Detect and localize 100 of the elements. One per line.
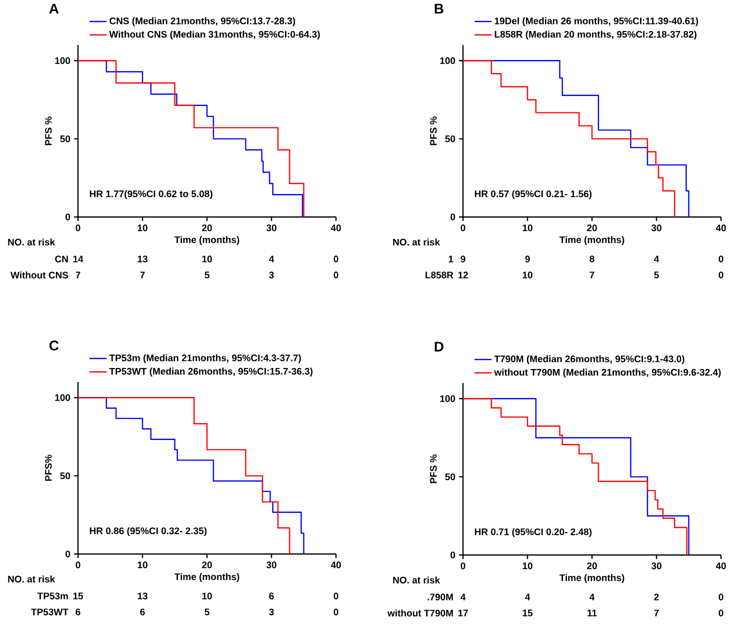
text: 7: [76, 272, 80, 278]
y-axis-title: PFS %: [430, 116, 437, 146]
x-tick-label: 30: [266, 562, 276, 568]
y-tick-label: 50: [60, 472, 70, 480]
legend-label: TP53m (Median 21months, 95%CI:4.3-37.7): [109, 354, 301, 364]
legend-label: T790M (Median 26months, 95%CI:9.1-43.0): [494, 355, 684, 364]
x-tick-label: 0: [460, 562, 466, 570]
text: 17: [458, 610, 468, 616]
text: 14: [73, 256, 84, 262]
text: 5: [204, 272, 210, 278]
x-tick-label: 30: [651, 224, 662, 232]
x-axis-title: Time (months): [174, 236, 240, 245]
chart-title: A: [49, 4, 59, 14]
text: 1: [448, 256, 454, 262]
text: .790M: [428, 594, 453, 600]
text: 4: [654, 256, 660, 262]
y-tick-label: 100: [55, 394, 70, 401]
text: NO. at risk: [393, 576, 440, 584]
text: CN: [55, 256, 68, 262]
legend-label: Without CNS (Median 31months, 95%CI:0-64.3): [109, 30, 320, 40]
y-tick-label: 100: [55, 57, 70, 64]
text: 4: [460, 594, 466, 600]
text: 13: [138, 256, 148, 262]
text: 12: [458, 272, 468, 278]
x-tick-label: 40: [716, 562, 726, 570]
x-tick-label: 30: [651, 562, 662, 570]
annotation: HR 0.57 (95%CI 0.21- 1.56): [474, 190, 592, 200]
x-tick-label: 10: [138, 224, 148, 232]
legend-label: L858R (Median 20 months, 95%CI:2.18-37.82): [494, 30, 696, 40]
text: 0: [718, 594, 724, 600]
y-tick-label: 0: [66, 550, 70, 558]
text: 5: [654, 272, 659, 278]
legend-label: TP53WT (Median 26months, 95%CI:15.7-36.3): [109, 368, 313, 377]
text: 3: [269, 608, 274, 616]
text: Without CNS: [10, 272, 68, 278]
annotation: HR 0.71 (95%CI 0.20- 2.48): [474, 528, 592, 538]
text: NO. at risk: [393, 238, 440, 246]
legend-label: without T790M (Median 21months, 95%CI:9.6-32.4): [494, 368, 721, 378]
x-tick-label: 40: [716, 224, 726, 232]
y-axis-title: PFS%: [45, 454, 52, 481]
text: 6: [269, 592, 274, 600]
text: 7: [590, 272, 594, 278]
annotation: HR 1.77(95%CI 0.62 to 5.08): [90, 190, 212, 200]
text: 9: [525, 256, 530, 262]
text: 7: [140, 272, 145, 278]
text: NO. at risk: [8, 575, 56, 582]
text: 6: [140, 608, 145, 616]
x-tick-label: 0: [76, 224, 80, 232]
text: 0: [334, 592, 338, 600]
text: 11: [588, 610, 597, 616]
x-tick-label: 30: [266, 224, 276, 232]
x-tick-label: 20: [587, 562, 597, 570]
chart-title: D: [434, 342, 444, 352]
x-tick-label: 10: [138, 562, 148, 568]
text: 9: [460, 256, 466, 262]
text: 0: [718, 272, 724, 278]
legend-label: 19Del (Median 26 months, 95%CI:11.39-40.61): [494, 17, 698, 26]
text: 0: [718, 610, 724, 616]
text: 10: [202, 256, 212, 262]
text: 10: [522, 272, 532, 278]
y-tick-label: 50: [445, 135, 456, 142]
text: 4: [525, 594, 530, 600]
text: 4: [269, 256, 274, 262]
text: TP53WT: [31, 608, 68, 616]
text: NO. at risk: [8, 238, 56, 246]
text: 5: [204, 608, 210, 616]
text: 10: [202, 592, 212, 600]
x-tick-label: 20: [202, 224, 212, 232]
x-tick-label: 10: [522, 562, 532, 570]
y-tick-label: 50: [60, 135, 70, 142]
x-tick-label: 10: [522, 224, 532, 232]
text: 6: [76, 608, 80, 616]
chart-title: B: [434, 4, 444, 14]
x-tick-label: 40: [330, 562, 341, 568]
chart-title: C: [49, 340, 59, 350]
legend-label: CNS (Median 21months, 95%CI:13.7-28.3): [110, 17, 296, 26]
text: 0: [334, 608, 338, 616]
x-axis-title: Time (months): [174, 573, 240, 582]
x-tick-label: 0: [460, 224, 466, 232]
x-tick-label: 20: [587, 224, 597, 232]
text: without T790M: [387, 609, 453, 616]
text: 15: [73, 592, 84, 600]
text: L858R: [426, 272, 454, 278]
text: 15: [522, 610, 533, 616]
y-axis-title: PFS %: [45, 116, 52, 146]
x-tick-label: 20: [202, 562, 212, 568]
y-tick-label: 100: [440, 57, 456, 64]
text: 13: [138, 592, 148, 600]
text: 8: [590, 256, 594, 262]
annotation: HR 0.86 (95%CI 0.32- 2.35): [90, 527, 207, 536]
text: 0: [718, 256, 724, 262]
y-tick-label: 0: [450, 552, 456, 558]
text: 0: [334, 256, 338, 262]
y-tick-label: 0: [450, 214, 456, 220]
y-axis-title: PFS %: [430, 454, 437, 484]
x-tick-label: 0: [76, 562, 80, 568]
y-tick-label: 0: [66, 214, 70, 220]
text: 7: [654, 610, 659, 616]
x-axis-title: Time (months): [559, 574, 624, 583]
text: 4: [590, 594, 595, 600]
